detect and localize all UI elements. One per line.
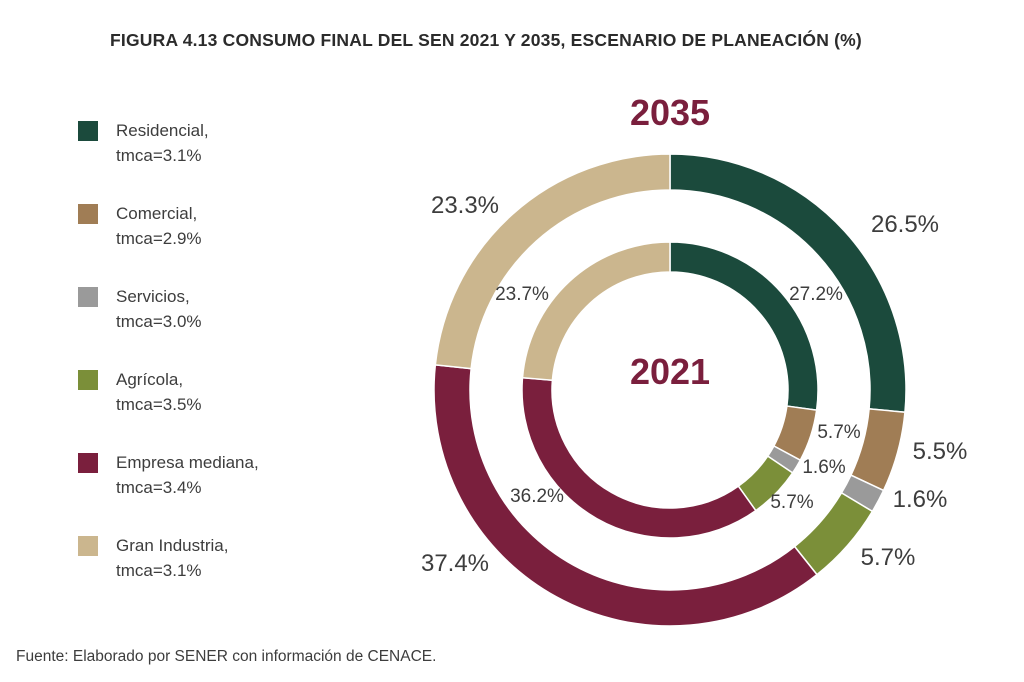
ring-2035 — [433, 153, 907, 627]
source-note: Fuente: Elaborado por SENER con informac… — [16, 648, 437, 665]
legend-label-comercial: Comercial, — [116, 204, 198, 223]
slice-2021-gran-industria — [521, 241, 671, 382]
data-label-2035-empresa-mediana: 37.4% — [421, 550, 489, 577]
legend-swatch-servicios — [78, 287, 98, 307]
legend-label-servicios: Servicios, — [116, 287, 190, 306]
legend-label-gran-industria: Gran Industria, — [116, 536, 229, 555]
data-label-2021-gran-industria: 23.7% — [495, 284, 549, 305]
data-label-2035-agr-cola: 5.7% — [861, 544, 916, 571]
legend-tmca-agricola: tmca=3.5% — [116, 395, 202, 414]
legend-item-residencial: Residencial, tmca=3.1% — [78, 118, 378, 201]
legend-item-empresa-mediana: Empresa mediana, tmca=3.4% — [78, 450, 378, 533]
slice-2021-empresa-mediana — [521, 376, 757, 539]
legend-swatch-empresa-mediana — [78, 453, 98, 473]
data-labels: 26.5% 5.5% 1.6% 5.7% 37.4% 23.3% 27.2% 5.7% 1.6%… — [421, 192, 967, 577]
legend-label-empresa-mediana: Empresa mediana, — [116, 453, 259, 472]
legend-swatch-gran-industria — [78, 536, 98, 556]
legend-swatch-comercial — [78, 204, 98, 224]
legend-tmca-residencial: tmca=3.1% — [116, 146, 202, 165]
data-label-2035-residencial: 26.5% — [871, 211, 939, 238]
legend-item-agricola: Agrícola, tmca=3.5% — [78, 367, 378, 450]
legend-tmca-comercial: tmca=2.9% — [116, 229, 202, 248]
ring-2021 — [521, 241, 819, 539]
legend-tmca-empresa-mediana: tmca=3.4% — [116, 478, 202, 497]
legend-swatch-residencial — [78, 121, 98, 141]
data-label-2021-empresa-mediana: 36.2% — [510, 486, 564, 507]
data-label-2021-agr-cola: 5.7% — [770, 492, 813, 513]
data-label-2021-comercial: 5.7% — [817, 422, 860, 443]
donut-chart: 26.5% 5.5% 1.6% 5.7% 37.4% 23.3% 27.2% 5.7% 1.6%… — [421, 92, 967, 627]
series-label-2035: 2035 — [630, 92, 710, 133]
legend-label-residencial: Residencial, — [116, 121, 209, 140]
chart-title: FIGURA 4.13 CONSUMO FINAL DEL SEN 2021 Y… — [110, 30, 862, 50]
legend-item-gran-industria: Gran Industria, tmca=3.1% — [78, 533, 378, 616]
legend-label-agricola: Agrícola, — [116, 370, 184, 389]
series-label-2021: 2021 — [630, 351, 710, 392]
data-label-2035-comercial: 5.5% — [913, 438, 968, 465]
data-label-2035-gran-industria: 23.3% — [431, 192, 499, 219]
legend-item-servicios: Servicios, tmca=3.0% — [78, 284, 378, 367]
data-label-2035-servicios: 1.6% — [893, 486, 948, 513]
legend-item-comercial: Comercial, tmca=2.9% — [78, 201, 378, 284]
legend-tmca-gran-industria: tmca=3.1% — [116, 561, 202, 580]
data-label-2021-residencial: 27.2% — [789, 284, 843, 305]
data-label-2021-servicios: 1.6% — [802, 457, 845, 478]
legend-swatch-agricola — [78, 370, 98, 390]
legend-tmca-servicios: tmca=3.0% — [116, 312, 202, 331]
slice-2035-gran-industria — [434, 153, 671, 370]
legend: Residencial, tmca=3.1% Comercial, tmca=2… — [78, 118, 378, 616]
